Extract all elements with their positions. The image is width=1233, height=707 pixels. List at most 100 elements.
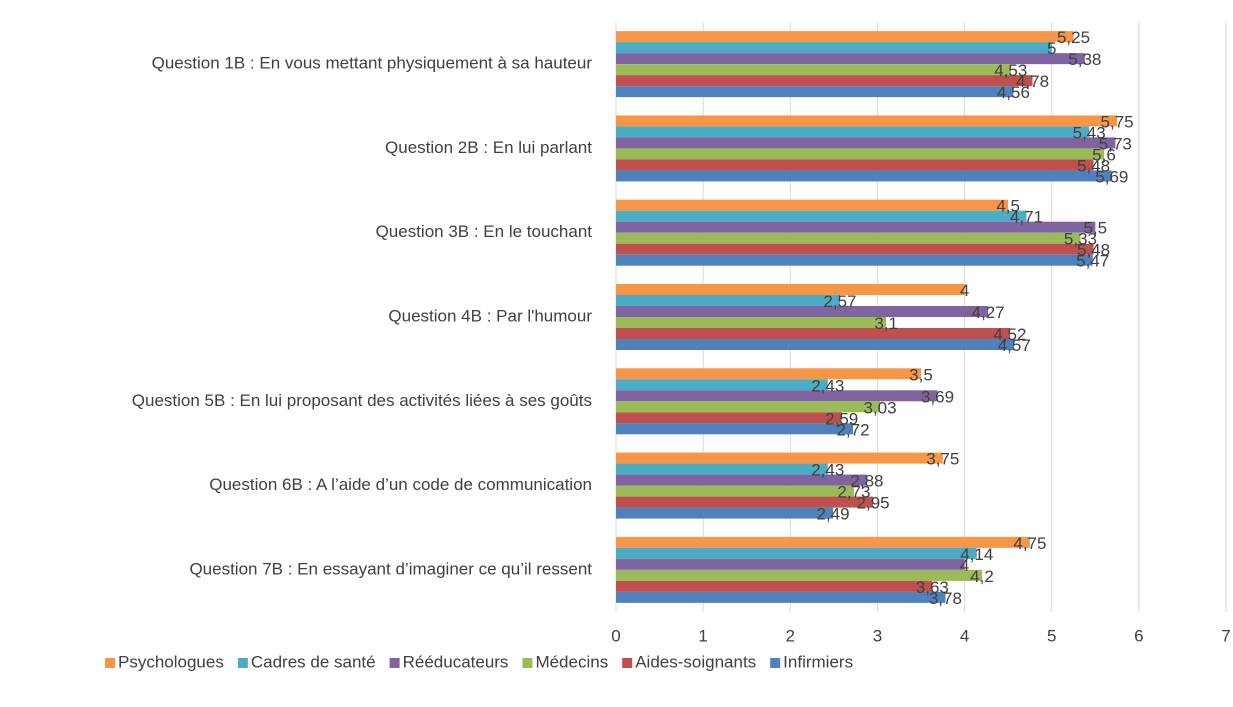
data-label: 3,5: [909, 365, 933, 384]
y-tick-label: Question 6B : A l’aide d’un code de comm…: [209, 475, 592, 494]
x-tick-label: 4: [960, 626, 969, 645]
data-label: 5,48: [1077, 156, 1110, 175]
legend-swatch: [770, 658, 781, 668]
data-label: 5,69: [1095, 167, 1128, 186]
bar: [616, 485, 854, 497]
legend-swatch: [105, 658, 115, 668]
data-label: 5,25: [1057, 28, 1090, 47]
legend-label: Infirmiers: [783, 652, 853, 671]
bar: [616, 42, 1052, 54]
bar: [616, 463, 828, 475]
bar: [616, 148, 1104, 160]
data-label: 2,88: [850, 472, 883, 491]
bar: [616, 75, 1033, 87]
bar: [616, 368, 921, 380]
data-label: 5: [1047, 39, 1056, 58]
data-label: 3,75: [926, 450, 959, 469]
data-label: 2,72: [836, 420, 869, 439]
legend-label: Médecins: [535, 652, 608, 671]
bar: [616, 339, 1015, 350]
data-label: 4,27: [972, 303, 1005, 322]
y-tick-label: Question 5B : En lui proposant des activ…: [132, 391, 592, 410]
bar: [616, 295, 840, 306]
bar: [616, 221, 1096, 233]
bar: [616, 243, 1094, 255]
bar: [616, 580, 933, 592]
bar: [616, 412, 842, 424]
bar: [616, 547, 977, 559]
data-label: 3,03: [863, 398, 896, 417]
y-tick-label: Question 2B : En lui parlant: [385, 138, 592, 157]
bar: [616, 591, 946, 603]
data-label: 2,43: [811, 376, 844, 395]
data-label: 3,1: [874, 314, 898, 333]
data-label: 2,73: [837, 483, 870, 502]
bar: [616, 401, 881, 413]
y-tick-label: Question 7B : En essayant d’imaginer ce …: [189, 559, 592, 578]
bar: [616, 170, 1112, 182]
data-label: 4,78: [1016, 72, 1049, 91]
data-label: 4,2: [970, 567, 994, 586]
data-label: 3,78: [929, 589, 962, 608]
bar: [616, 159, 1094, 171]
x-tick-label: 0: [611, 626, 620, 645]
bar: [616, 64, 1011, 76]
data-label: 4,57: [998, 336, 1031, 355]
bar: [616, 306, 989, 317]
data-label: 2,43: [811, 461, 844, 480]
data-label: 5,75: [1101, 112, 1134, 131]
data-label: 5,6: [1092, 145, 1116, 164]
bar: [616, 232, 1081, 244]
legend-swatch: [389, 658, 400, 668]
data-label: 4,5: [996, 197, 1020, 216]
y-tick-label: Question 4B : Par l'humour: [388, 306, 592, 325]
data-label: 5,5: [1083, 219, 1107, 238]
legend-label: Aides-soignants: [635, 652, 756, 671]
bar: [616, 210, 1027, 222]
bar: [616, 284, 965, 295]
bar: [616, 569, 982, 581]
data-label: 4: [960, 281, 969, 300]
legend-label: Cadres de santé: [251, 652, 376, 671]
data-label: 4,75: [1013, 534, 1046, 553]
bar: [616, 199, 1009, 211]
data-label: 3,63: [916, 578, 949, 597]
data-label: 4,14: [960, 545, 993, 564]
y-tick-label: Question 3B : En le touchant: [376, 222, 593, 241]
legend-label: Rééducateurs: [403, 652, 509, 671]
bar: [616, 86, 1014, 98]
bar: [616, 536, 1030, 548]
x-tick-label: 2: [786, 626, 795, 645]
data-label: 4: [960, 556, 969, 575]
bar: [616, 507, 833, 519]
x-tick-label: 6: [1134, 626, 1143, 645]
data-label: 5,73: [1099, 134, 1132, 153]
bar: [616, 254, 1093, 266]
bar: [616, 126, 1090, 138]
legend-swatch: [622, 658, 633, 668]
bar: [616, 379, 828, 391]
data-label: 5,33: [1064, 230, 1097, 249]
y-tick-label: Question 1B : En vous mettant physiqueme…: [152, 54, 593, 73]
bar: [616, 115, 1118, 127]
legend-label: Psychologues: [118, 652, 224, 671]
data-label: 2,57: [823, 292, 856, 311]
bar: [616, 53, 1085, 65]
bar: [616, 452, 943, 464]
bar: [616, 474, 867, 486]
data-label: 3,69: [921, 387, 954, 406]
x-tick-label: 5: [1047, 626, 1056, 645]
bar: [616, 328, 1010, 339]
bar: [616, 496, 874, 508]
bar: [616, 423, 854, 435]
data-label: 5,47: [1076, 252, 1109, 271]
bar: [616, 31, 1074, 43]
data-label: 5,48: [1077, 241, 1110, 260]
bar: [616, 137, 1116, 149]
data-label: 5,38: [1068, 50, 1101, 69]
data-label: 2,59: [825, 409, 858, 428]
legend-swatch: [522, 658, 533, 668]
x-tick-label: 1: [698, 626, 707, 645]
x-tick-label: 3: [873, 626, 882, 645]
